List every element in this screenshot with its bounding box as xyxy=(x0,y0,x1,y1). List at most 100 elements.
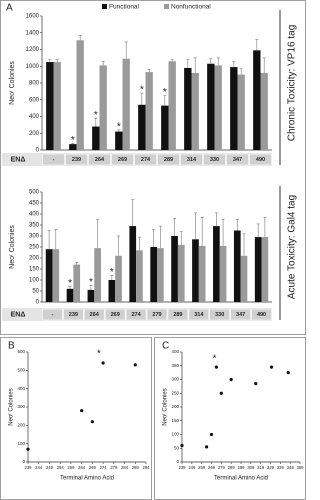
y-tick-label: 200 xyxy=(29,131,40,137)
bar xyxy=(115,255,122,302)
bar xyxy=(192,239,199,302)
y-tick-label: 300 xyxy=(17,404,25,409)
y-tick-label: 200 xyxy=(17,423,25,428)
category-cell xyxy=(209,308,230,321)
y-axis-label: Neoʳ Colonies xyxy=(9,225,16,269)
category-cell xyxy=(111,153,134,166)
point xyxy=(214,365,219,369)
x-tick-label: 239 xyxy=(69,312,78,318)
x-tick-label: 349 xyxy=(287,465,295,470)
row-label: ENΔ xyxy=(11,156,26,163)
y-tick-label: 400 xyxy=(17,386,25,391)
x-tick-label: 330 xyxy=(215,312,224,318)
category-cell xyxy=(249,153,272,166)
x-tick-label: 359 xyxy=(297,465,305,470)
category-cell xyxy=(188,308,210,321)
x-tick-label: 264 xyxy=(95,157,105,163)
bar xyxy=(45,249,53,302)
point xyxy=(229,377,233,382)
y-tick-label: 0 xyxy=(176,459,179,464)
panel-a-frame xyxy=(0,0,306,335)
category-cell xyxy=(146,308,168,321)
bar xyxy=(115,131,123,150)
x-tick-label: 289 xyxy=(164,157,173,163)
x-tick-label: 294 xyxy=(143,465,151,470)
bar xyxy=(184,67,192,150)
category-cell xyxy=(203,153,226,166)
x-tick-label: 239 xyxy=(25,465,33,470)
point xyxy=(204,445,209,449)
bar xyxy=(233,230,241,302)
bar xyxy=(129,226,137,302)
row-label: ENΔ xyxy=(11,311,26,318)
significance-mark: * xyxy=(89,277,93,288)
x-tick-label: 269 xyxy=(118,157,127,163)
bar xyxy=(69,144,77,150)
x-tick-label: 284 xyxy=(121,465,129,470)
x-tick-label: 279 xyxy=(152,312,161,318)
category-cell xyxy=(230,308,251,321)
annotation: * xyxy=(97,348,101,359)
point xyxy=(269,365,274,369)
bar xyxy=(219,245,227,302)
bar xyxy=(66,288,74,302)
bar xyxy=(108,280,116,302)
bar xyxy=(253,50,261,150)
x-tick-label: 269 xyxy=(208,465,216,470)
category-cell xyxy=(42,308,63,321)
bar xyxy=(46,62,54,150)
annotation: * xyxy=(212,354,216,365)
bar xyxy=(87,289,95,302)
x-axis-label: Terminal Amino Acid xyxy=(214,476,268,482)
y-tick-label: 300 xyxy=(29,234,40,240)
x-tick-label: 249 xyxy=(46,465,54,470)
x-tick-label: - xyxy=(53,157,55,163)
category-cell xyxy=(65,153,88,166)
x-tick-label: 339 xyxy=(277,465,285,470)
point xyxy=(101,361,105,365)
category-cell xyxy=(157,153,180,166)
y-tick-label: 800 xyxy=(29,81,40,87)
category-cell xyxy=(251,308,272,321)
category-cell xyxy=(180,153,203,166)
y-tick-label: 300 xyxy=(171,377,179,382)
bar xyxy=(177,244,185,302)
y-tick-label: 400 xyxy=(171,349,179,354)
bar xyxy=(240,255,248,302)
category-cell xyxy=(88,153,111,166)
panel-label: B xyxy=(8,341,15,352)
bar xyxy=(122,58,130,150)
y-tick-label: 50 xyxy=(32,289,39,295)
y-axis-label: Neoʳ Colonies xyxy=(8,388,15,425)
x-tick-label: 259 xyxy=(67,465,75,470)
significance-mark: * xyxy=(140,85,144,96)
x-tick-label: 289 xyxy=(228,465,236,470)
bar xyxy=(207,63,215,150)
y-tick-label: 400 xyxy=(29,212,40,218)
bar xyxy=(150,247,157,302)
category-cell xyxy=(104,308,126,321)
y-tick-label: 250 xyxy=(29,245,40,251)
y-axis-label: Neoʳ Colonies xyxy=(9,61,16,105)
y-tick-label: 500 xyxy=(17,368,25,373)
y-tick-label: 600 xyxy=(17,349,25,354)
y-tick-label: 100 xyxy=(29,278,40,284)
bar xyxy=(260,72,268,150)
x-tick-label: 274 xyxy=(141,157,151,163)
bar xyxy=(136,250,143,302)
panel-label: A xyxy=(6,3,13,14)
x-tick-label: 264 xyxy=(90,312,100,318)
category-cell xyxy=(42,153,65,166)
x-tick-label: - xyxy=(52,312,54,318)
x-tick-label: 319 xyxy=(257,465,265,470)
bar xyxy=(138,104,146,150)
significance-mark: * xyxy=(71,135,75,146)
x-tick-label: 279 xyxy=(218,465,226,470)
x-tick-label: 299 xyxy=(238,465,246,470)
y-tick-label: 350 xyxy=(171,363,179,368)
significance-mark: * xyxy=(163,87,167,98)
y-tick-label: 450 xyxy=(29,201,40,207)
category-cell xyxy=(226,153,249,166)
y-tick-label: 1600 xyxy=(26,14,40,20)
x-tick-label: 269 xyxy=(111,312,120,318)
